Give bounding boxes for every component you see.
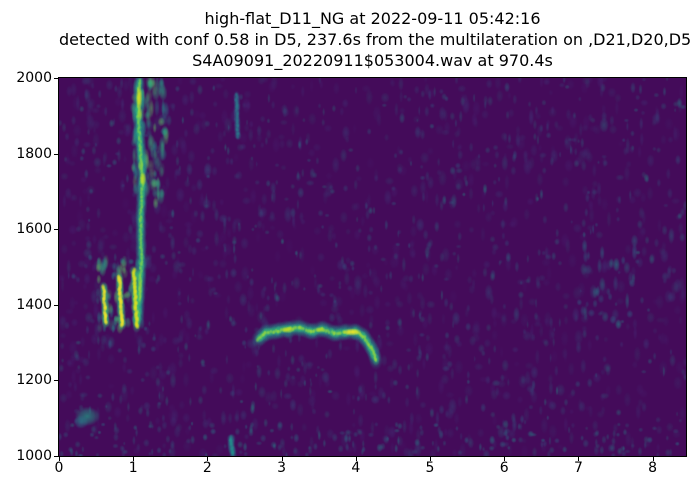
x-tick-mark xyxy=(355,457,357,461)
x-tick-mark xyxy=(504,457,506,461)
spectrogram-canvas xyxy=(59,78,686,456)
y-tick-label: 1600 xyxy=(16,221,52,238)
x-tick-label: 8 xyxy=(648,460,658,476)
y-tick-label: 1800 xyxy=(16,145,52,162)
x-tick-label: 6 xyxy=(499,460,509,476)
x-tick-label: 5 xyxy=(425,460,435,476)
y-tick-mark xyxy=(54,229,59,231)
plot-area xyxy=(58,77,687,457)
x-tick-label: 0 xyxy=(54,460,64,476)
x-tick-mark xyxy=(578,457,580,461)
x-tick-mark xyxy=(207,457,209,461)
y-tick-mark xyxy=(54,78,59,79)
x-tick-mark xyxy=(281,457,283,461)
y-tick-mark xyxy=(54,153,59,155)
x-tick-mark xyxy=(652,457,654,461)
title-line-1: high-flat_D11_NG at 2022-09-11 05:42:16 xyxy=(204,9,541,28)
chart-title: high-flat_D11_NG at 2022-09-11 05:42:16 … xyxy=(59,8,692,71)
x-tick-label: 3 xyxy=(277,460,287,476)
y-tick-mark xyxy=(54,456,59,457)
x-tick-label: 2 xyxy=(202,460,212,476)
x-tick-label: 4 xyxy=(351,460,361,476)
y-tick-mark xyxy=(54,380,59,382)
y-tick-label: 1200 xyxy=(16,372,52,389)
title-line-2: detected with conf 0.58 in D5, 237.6s fr… xyxy=(59,30,692,49)
x-tick-mark xyxy=(59,457,60,461)
x-tick-mark xyxy=(133,457,135,461)
y-tick-label: 1000 xyxy=(16,448,52,464)
y-tick-label: 1400 xyxy=(16,296,52,313)
y-tick-label: 2000 xyxy=(16,70,52,86)
x-tick-label: 1 xyxy=(128,460,138,476)
x-tick-mark xyxy=(430,457,431,461)
title-line-3: S4A09091_20220911$053004.wav at 970.4s xyxy=(192,51,553,70)
y-tick-mark xyxy=(54,304,59,306)
x-tick-label: 7 xyxy=(573,460,583,476)
